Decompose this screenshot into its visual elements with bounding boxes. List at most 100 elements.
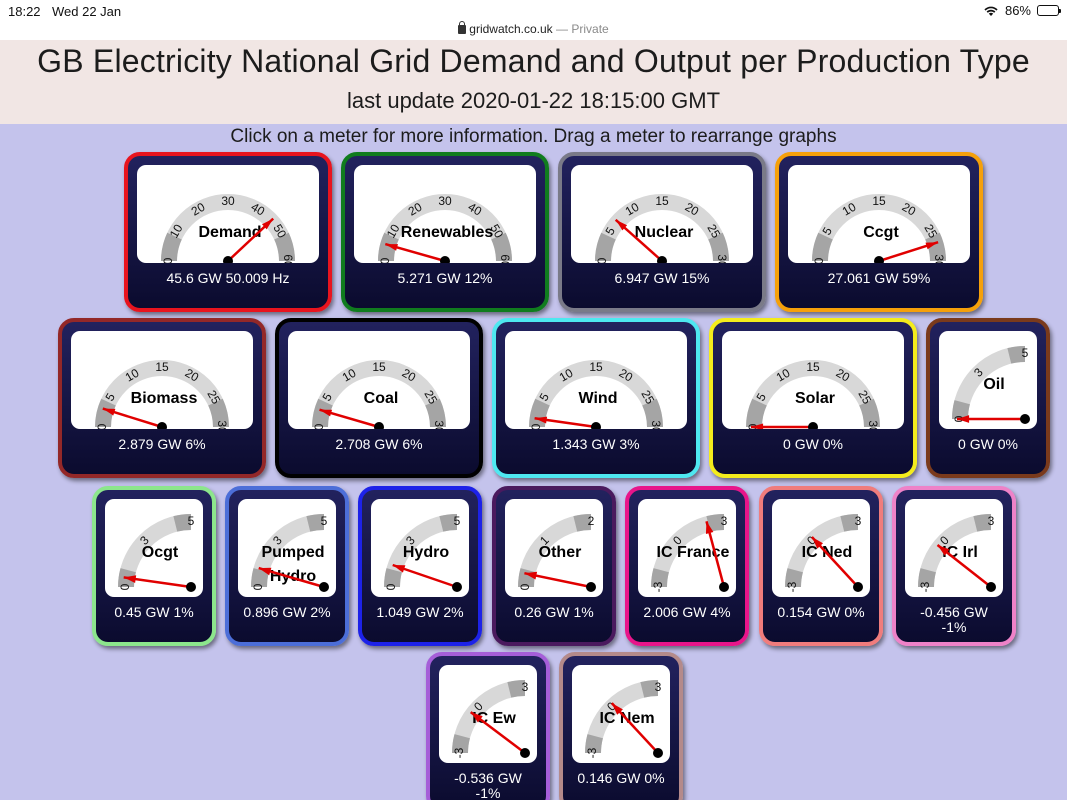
- meter-card-ic-france[interactable]: -3 0 3 IC France 2.006 GW 4%: [625, 486, 749, 646]
- gauge-name: Wind: [579, 390, 618, 407]
- tick-label: 25: [855, 388, 874, 407]
- gauge-name: Biomass: [131, 390, 198, 407]
- gauge-band: [378, 194, 512, 262]
- meter-card-ic-ew[interactable]: -3 0 3 IC Ew -0.536 GW -1%: [426, 652, 550, 800]
- needle-pivot: [319, 582, 329, 592]
- tick-label: 10: [774, 366, 793, 385]
- needle-head: [123, 575, 137, 583]
- meter-card-ic-nem[interactable]: -3 0 3 IC Nem 0.146 GW 0%: [559, 652, 683, 800]
- tick-label: 20: [189, 200, 208, 219]
- tick-label: 20: [617, 366, 636, 385]
- tick-label: 30: [438, 194, 452, 208]
- lock-icon: [458, 21, 467, 34]
- gauge-face: 035Oil: [939, 331, 1037, 429]
- gauge-band: [595, 194, 729, 262]
- gauge-band-high: [925, 232, 947, 262]
- meter-card-renewables[interactable]: 0 10 20 30 40 50 60 Renewables 5.271 GW 12%: [341, 152, 549, 312]
- meter-card-ic-ned[interactable]: -3 0 3 IC Ned 0.154 GW 0%: [759, 486, 883, 646]
- meter-card-coal[interactable]: 0 5 10 15 20 25 30 Coal 2.708 GW 6%: [275, 318, 483, 478]
- tick-label: 3: [988, 514, 995, 528]
- tick-label: 0: [812, 257, 826, 263]
- tick-label: 25: [204, 388, 223, 407]
- instructions-text: Click on a meter for more information. D…: [230, 126, 837, 147]
- meter-caption: 0 GW 0%: [958, 436, 1018, 452]
- gauge-band-low: [517, 568, 536, 588]
- gauge-band: [529, 360, 663, 428]
- meter-card-ic-irl[interactable]: -3 0 3 IC Irl -0.456 GW -1%: [892, 486, 1016, 646]
- tick-label: 10: [340, 366, 359, 385]
- meter-card-hydro[interactable]: 0 3 5 Hydro 1.049 GW 2%: [358, 486, 482, 646]
- gauge-band: [746, 360, 880, 428]
- needle-head: [524, 571, 538, 580]
- meter-caption: 0.45 GW 1%: [114, 604, 194, 620]
- needle-head: [611, 703, 623, 715]
- tick-label: -3: [651, 581, 665, 592]
- tick-label: 0: [384, 583, 398, 590]
- gauge-face: 0 5 10 15 20 25 30 Biomass: [71, 331, 253, 429]
- tick-label: 60: [281, 254, 295, 263]
- tick-label: 15: [589, 360, 603, 374]
- needle-pivot: [986, 582, 996, 592]
- gauge-name: Hydro: [403, 544, 449, 561]
- tick-label: 10: [623, 200, 642, 219]
- tick-label: 0: [378, 257, 392, 263]
- wifi-icon: [984, 6, 998, 16]
- gauge-band-high: [208, 398, 230, 428]
- needle-head: [319, 409, 333, 417]
- tick-label: 30: [715, 254, 729, 263]
- tick-label: 5: [454, 514, 461, 528]
- needle-pivot: [719, 582, 729, 592]
- tick-label: 15: [155, 360, 169, 374]
- tick-label: 5: [188, 514, 195, 528]
- meter-card-biomass[interactable]: 0 5 10 15 20 25 30 Biomass 2.879 GW 6%: [58, 318, 266, 478]
- meter-caption: 1.343 GW 3%: [552, 436, 640, 452]
- gauge-face: -3 0 3 IC Ew: [439, 665, 537, 763]
- tick-label: 20: [683, 200, 702, 219]
- gauge-band-high: [306, 513, 325, 532]
- meter-card-other[interactable]: 0 1 2 Other 0.26 GW 1%: [492, 486, 616, 646]
- gauge-name: Ocgt: [142, 544, 179, 561]
- tick-label: 25: [421, 388, 440, 407]
- tick-label: 30: [932, 254, 946, 263]
- gauge-face: 0 10 20 30 40 50 60 Renewables: [354, 165, 536, 263]
- meter-card-solar[interactable]: 051015202530Solar0 GW 0%: [709, 318, 917, 478]
- tick-label: 20: [834, 366, 853, 385]
- meter-caption: 0 GW 0%: [783, 436, 843, 452]
- tick-label: 10: [123, 366, 142, 385]
- meter-card-pumped-hydro[interactable]: 0 3 5 Pumped Hydro 0.896 GW 2%: [225, 486, 349, 646]
- needle-head: [385, 244, 398, 251]
- meter-caption: -0.456 GW -1%: [920, 604, 988, 635]
- meter-card-wind[interactable]: 0 5 10 15 20 25 30 Wind 1.343 GW 3%: [492, 318, 700, 478]
- tick-label: 10: [557, 366, 576, 385]
- tick-label: 10: [840, 200, 859, 219]
- meter-card-demand[interactable]: 0 10 20 30 40 50 60 Demand 45.6 GW 50.009 Hz: [124, 152, 332, 312]
- meter-card-ocgt[interactable]: 0 3 5 Ocgt 0.45 GW 1%: [92, 486, 216, 646]
- tick-label: 0: [529, 423, 543, 429]
- tick-label: -3: [585, 747, 599, 758]
- needle-pivot: [520, 748, 530, 758]
- meter-card-oil[interactable]: 035Oil 0 GW 0%: [926, 318, 1050, 478]
- tick-label: 0: [251, 583, 265, 590]
- tick-label: -3: [785, 581, 799, 592]
- gauge-svg: 035Oil: [951, 345, 1030, 424]
- meter-card-nuclear[interactable]: 0 5 10 15 20 25 30 Nuclear 6.947 GW 15%: [558, 152, 766, 312]
- needle-head: [262, 218, 274, 230]
- tick-label: 25: [638, 388, 657, 407]
- address-bar[interactable]: gridwatch.co.uk — Private: [0, 21, 1067, 40]
- tick-label: 0: [118, 583, 132, 590]
- tick-label: 50: [270, 222, 289, 241]
- meter-card-ccgt[interactable]: 0 5 10 15 20 25 30 Ccgt 27.061 GW 59%: [775, 152, 983, 312]
- gauge-band: [95, 360, 229, 428]
- tick-label: 20: [406, 200, 425, 219]
- gauge-face: 0 1 2 Other: [505, 499, 603, 597]
- gauge-band-low: [451, 734, 470, 754]
- gauge-band-high: [274, 232, 296, 262]
- needle-head: [102, 408, 116, 416]
- needle-pivot: [874, 256, 884, 263]
- needle-pivot: [374, 422, 384, 429]
- needle-head: [615, 219, 628, 231]
